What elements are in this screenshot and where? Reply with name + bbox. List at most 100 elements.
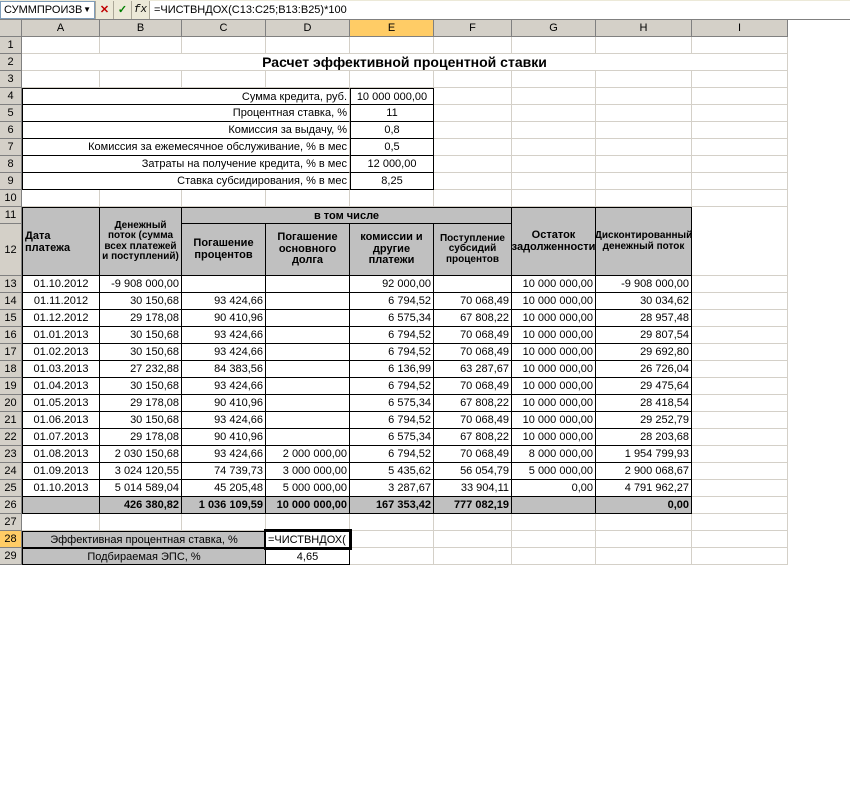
- cell[interactable]: [434, 88, 512, 105]
- cell-interest[interactable]: 90 410,96: [182, 395, 266, 412]
- cell[interactable]: [100, 71, 182, 88]
- row-header-9[interactable]: 9: [0, 173, 22, 190]
- cell-principal[interactable]: [266, 429, 350, 446]
- total-discounted[interactable]: 0,00: [596, 497, 692, 514]
- spreadsheet-grid[interactable]: ABCDEFGHI12Расчет эффективной процентной…: [0, 20, 850, 786]
- row-header-15[interactable]: 15: [0, 310, 22, 327]
- param-value[interactable]: 0,5: [350, 139, 434, 156]
- cell-principal[interactable]: [266, 412, 350, 429]
- cell-balance[interactable]: 10 000 000,00: [512, 429, 596, 446]
- cell-interest[interactable]: 93 424,66: [182, 378, 266, 395]
- total-flow[interactable]: 426 380,82: [100, 497, 182, 514]
- cell[interactable]: [692, 71, 788, 88]
- cell[interactable]: [692, 497, 788, 514]
- cell-principal[interactable]: 2 000 000,00: [266, 446, 350, 463]
- col-header-D[interactable]: D: [266, 20, 350, 37]
- cell[interactable]: [692, 122, 788, 139]
- cell-interest[interactable]: 93 424,66: [182, 327, 266, 344]
- cell[interactable]: [434, 173, 512, 190]
- col-header-A[interactable]: A: [22, 20, 100, 37]
- col-header-I[interactable]: I: [692, 20, 788, 37]
- cell-date[interactable]: 01.05.2013: [22, 395, 100, 412]
- accept-formula-icon[interactable]: ✓: [113, 1, 131, 19]
- cell-fees[interactable]: 6 136,99: [350, 361, 434, 378]
- cell-date[interactable]: 01.10.2012: [22, 276, 100, 293]
- cell[interactable]: [434, 105, 512, 122]
- cell[interactable]: [692, 37, 788, 54]
- row-header-28[interactable]: 28: [0, 531, 22, 548]
- cell[interactable]: [692, 480, 788, 497]
- row-header-14[interactable]: 14: [0, 293, 22, 310]
- cell[interactable]: [434, 122, 512, 139]
- cell[interactable]: [350, 190, 434, 207]
- cell[interactable]: [692, 173, 788, 190]
- row-header-8[interactable]: 8: [0, 156, 22, 173]
- cell-interest[interactable]: 84 383,56: [182, 361, 266, 378]
- cell-flow[interactable]: -9 908 000,00: [100, 276, 182, 293]
- cell-balance[interactable]: 10 000 000,00: [512, 344, 596, 361]
- cell-fees[interactable]: 6 794,52: [350, 412, 434, 429]
- cell[interactable]: [22, 37, 100, 54]
- cell-discounted[interactable]: 28 957,48: [596, 310, 692, 327]
- row-header-18[interactable]: 18: [0, 361, 22, 378]
- cell[interactable]: [596, 139, 692, 156]
- cell-discounted[interactable]: -9 908 000,00: [596, 276, 692, 293]
- cell[interactable]: [692, 514, 788, 531]
- cell-balance[interactable]: 10 000 000,00: [512, 310, 596, 327]
- cell-discounted[interactable]: 4 791 962,27: [596, 480, 692, 497]
- total-interest[interactable]: 1 036 109,59: [182, 497, 266, 514]
- cell-fees[interactable]: 6 794,52: [350, 293, 434, 310]
- cell-date[interactable]: 01.06.2013: [22, 412, 100, 429]
- cell-balance[interactable]: 10 000 000,00: [512, 412, 596, 429]
- cell[interactable]: [512, 514, 596, 531]
- cell[interactable]: [512, 37, 596, 54]
- param-value[interactable]: 12 000,00: [350, 156, 434, 173]
- cell-principal[interactable]: 5 000 000,00: [266, 480, 350, 497]
- cell[interactable]: [692, 190, 788, 207]
- cell[interactable]: [692, 531, 788, 548]
- cell[interactable]: [434, 190, 512, 207]
- row-header-19[interactable]: 19: [0, 378, 22, 395]
- cell[interactable]: [692, 429, 788, 446]
- cell[interactable]: [350, 531, 434, 548]
- cell-date[interactable]: 01.10.2013: [22, 480, 100, 497]
- cell-discounted[interactable]: 26 726,04: [596, 361, 692, 378]
- cell[interactable]: [596, 71, 692, 88]
- cell-subsidy[interactable]: 67 808,22: [434, 310, 512, 327]
- row-header-17[interactable]: 17: [0, 344, 22, 361]
- cell[interactable]: [512, 156, 596, 173]
- cell-discounted[interactable]: 28 418,54: [596, 395, 692, 412]
- cell-date[interactable]: 01.07.2013: [22, 429, 100, 446]
- cell[interactable]: [350, 37, 434, 54]
- cell-flow[interactable]: 29 178,08: [100, 429, 182, 446]
- cell[interactable]: [596, 190, 692, 207]
- row-header-26[interactable]: 26: [0, 497, 22, 514]
- cell-balance[interactable]: 8 000 000,00: [512, 446, 596, 463]
- cell-balance[interactable]: 10 000 000,00: [512, 395, 596, 412]
- cancel-formula-icon[interactable]: ✕: [95, 1, 113, 19]
- cell-discounted[interactable]: 28 203,68: [596, 429, 692, 446]
- cell-principal[interactable]: [266, 395, 350, 412]
- cell[interactable]: [512, 548, 596, 565]
- cell[interactable]: [22, 497, 100, 514]
- cell-interest[interactable]: 93 424,66: [182, 344, 266, 361]
- cell[interactable]: [596, 88, 692, 105]
- cell-balance[interactable]: 0,00: [512, 480, 596, 497]
- cell-principal[interactable]: [266, 378, 350, 395]
- cell-balance[interactable]: 10 000 000,00: [512, 378, 596, 395]
- row-header-1[interactable]: 1: [0, 37, 22, 54]
- cell-principal[interactable]: [266, 276, 350, 293]
- cell[interactable]: [182, 71, 266, 88]
- cell[interactable]: [512, 173, 596, 190]
- formula-input[interactable]: =ЧИСТВНДОХ(C13:C25;B13:B25)*100: [149, 1, 850, 19]
- cell[interactable]: [512, 122, 596, 139]
- row-header-5[interactable]: 5: [0, 105, 22, 122]
- cell-subsidy[interactable]: 70 068,49: [434, 412, 512, 429]
- cell[interactable]: [596, 531, 692, 548]
- cell[interactable]: [434, 37, 512, 54]
- cell[interactable]: [512, 88, 596, 105]
- cell-balance[interactable]: 10 000 000,00: [512, 361, 596, 378]
- col-header-H[interactable]: H: [596, 20, 692, 37]
- cell[interactable]: [100, 514, 182, 531]
- cell[interactable]: [350, 71, 434, 88]
